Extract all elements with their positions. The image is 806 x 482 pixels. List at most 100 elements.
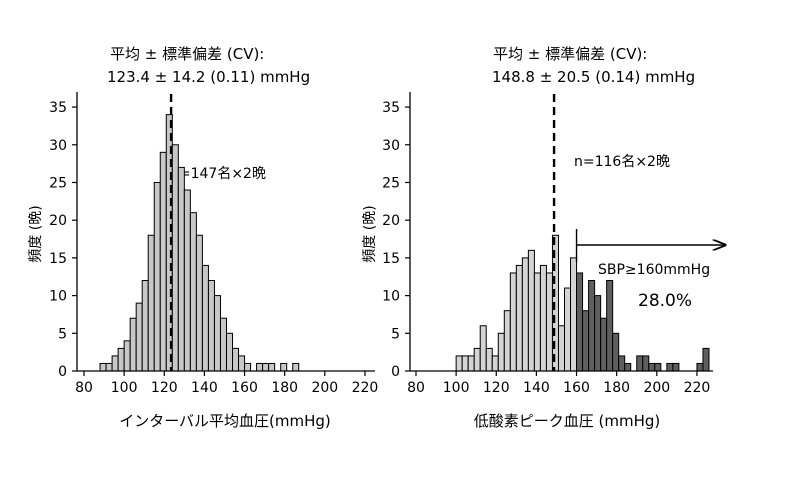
y-tick-label: 20 bbox=[49, 213, 67, 229]
histogram-bar bbox=[702, 347, 710, 372]
x-tick-label: 200 bbox=[643, 380, 670, 396]
histogram-bar bbox=[207, 280, 215, 372]
histogram-bar bbox=[262, 362, 270, 372]
histogram-bar bbox=[111, 355, 119, 372]
y-tick-label: 20 bbox=[382, 213, 400, 229]
histogram-bar bbox=[696, 362, 704, 372]
histogram-bar bbox=[636, 355, 644, 372]
y-tick-label: 5 bbox=[391, 326, 400, 342]
right-x-axis-label: 低酸素ピーク血圧 (mmHg) bbox=[474, 412, 661, 430]
histogram-bar bbox=[105, 362, 113, 372]
histogram-bar bbox=[557, 325, 565, 372]
x-tick-label: 140 bbox=[523, 380, 550, 396]
histogram-bar bbox=[515, 264, 523, 372]
x-tick-label: 180 bbox=[603, 380, 630, 396]
left-y-axis-label: 頻度 (晩) bbox=[28, 205, 44, 262]
histogram-bar bbox=[183, 189, 191, 372]
histogram-bar bbox=[292, 362, 300, 372]
histogram-bar bbox=[238, 355, 246, 372]
histogram-bar bbox=[225, 332, 234, 372]
histogram-bar bbox=[539, 264, 547, 372]
histogram-bar bbox=[527, 249, 535, 372]
histogram-bar bbox=[256, 362, 264, 372]
histogram-bar bbox=[159, 151, 167, 372]
right-annotation: n=116名×2晩 bbox=[574, 154, 670, 170]
histogram-bar bbox=[600, 317, 608, 372]
histogram-bar bbox=[244, 362, 252, 372]
left-annotation: n=147名×2晩 bbox=[170, 166, 266, 182]
histogram-bar bbox=[521, 257, 529, 372]
histogram-bar bbox=[219, 317, 227, 372]
x-tick-label: 180 bbox=[271, 380, 298, 396]
right-title-line1: 平均 ± 標準偏差 (CV): bbox=[493, 45, 647, 63]
right-histogram: 0 5 10 15 20 25 30 35 80 100 120 140 160 180 200 220 bbox=[382, 92, 725, 396]
histogram-bar bbox=[564, 287, 572, 372]
y-tick-label: 25 bbox=[382, 175, 400, 191]
histogram-bar bbox=[455, 355, 463, 372]
right-title-line2: 148.8 ± 20.5 (0.14) mmHg bbox=[492, 68, 695, 86]
left-histogram: 0 5 10 15 20 25 30 35 80 100 120 140 160 180 200 220 bbox=[49, 92, 378, 396]
x-tick-label: 120 bbox=[483, 380, 510, 396]
y-tick-label: 35 bbox=[49, 100, 67, 116]
histogram-bar bbox=[666, 362, 674, 372]
histogram-bar bbox=[606, 280, 614, 372]
histogram-bar bbox=[582, 310, 590, 372]
histogram-bar bbox=[268, 362, 276, 372]
histogram-bar bbox=[618, 355, 626, 372]
y-tick-label: 0 bbox=[58, 364, 67, 380]
histogram-bar bbox=[509, 272, 517, 372]
histogram-bar bbox=[497, 332, 505, 372]
x-tick-label: 80 bbox=[75, 380, 93, 396]
x-tick-label: 220 bbox=[684, 380, 711, 396]
x-tick-label: 220 bbox=[352, 380, 379, 396]
histogram-bar bbox=[201, 264, 209, 372]
histogram-bar bbox=[654, 362, 662, 372]
histogram-bar bbox=[280, 362, 288, 372]
histogram-bar bbox=[485, 347, 493, 372]
right-y-axis-label: 頻度 (晩) bbox=[362, 205, 378, 262]
left-x-axis-label: インターバル平均血圧(mmHg) bbox=[119, 412, 331, 430]
x-tick-label: 120 bbox=[151, 380, 178, 396]
histogram-bar bbox=[177, 166, 185, 372]
histogram-bar bbox=[624, 362, 632, 372]
histogram-bar bbox=[141, 280, 149, 372]
histogram-bar bbox=[642, 355, 650, 372]
y-tick-label: 15 bbox=[49, 251, 67, 267]
histogram-bar bbox=[189, 212, 197, 372]
histogram-bar bbox=[232, 347, 240, 372]
y-tick-label: 10 bbox=[382, 289, 400, 305]
histogram-bar bbox=[135, 302, 143, 372]
histogram-bar bbox=[612, 332, 620, 372]
x-tick-label: 200 bbox=[311, 380, 338, 396]
x-tick-label: 80 bbox=[407, 380, 425, 396]
x-tick-label: 140 bbox=[191, 380, 218, 396]
histogram-bar bbox=[479, 325, 487, 372]
histogram-bar bbox=[117, 347, 125, 372]
x-tick-label: 100 bbox=[443, 380, 470, 396]
histogram-bar bbox=[648, 362, 656, 372]
histogram-bar bbox=[153, 181, 161, 372]
left-title-line2: 123.4 ± 14.2 (0.11) mmHg bbox=[107, 68, 310, 86]
y-tick-label: 15 bbox=[382, 251, 400, 267]
histogram-bar bbox=[576, 272, 584, 372]
histogram-bar bbox=[99, 362, 107, 372]
histogram-bar bbox=[195, 234, 203, 372]
histogram-bar bbox=[473, 347, 481, 372]
histogram-bar bbox=[129, 317, 137, 372]
x-tick-label: 100 bbox=[111, 380, 138, 396]
histogram-bar bbox=[545, 272, 553, 372]
histogram-bar bbox=[588, 280, 596, 372]
histogram-bar bbox=[171, 144, 179, 372]
histogram-bar bbox=[570, 257, 578, 372]
histogram-bar bbox=[672, 362, 680, 372]
y-tick-label: 10 bbox=[49, 289, 67, 305]
threshold-label: SBP≥160mmHg bbox=[598, 262, 710, 278]
histogram-bar bbox=[123, 340, 131, 372]
x-tick-label: 160 bbox=[563, 380, 590, 396]
histogram-bar bbox=[213, 295, 221, 372]
y-tick-label: 30 bbox=[382, 138, 400, 154]
threshold-percent: 28.0% bbox=[638, 291, 692, 311]
histogram-bar bbox=[467, 355, 475, 372]
